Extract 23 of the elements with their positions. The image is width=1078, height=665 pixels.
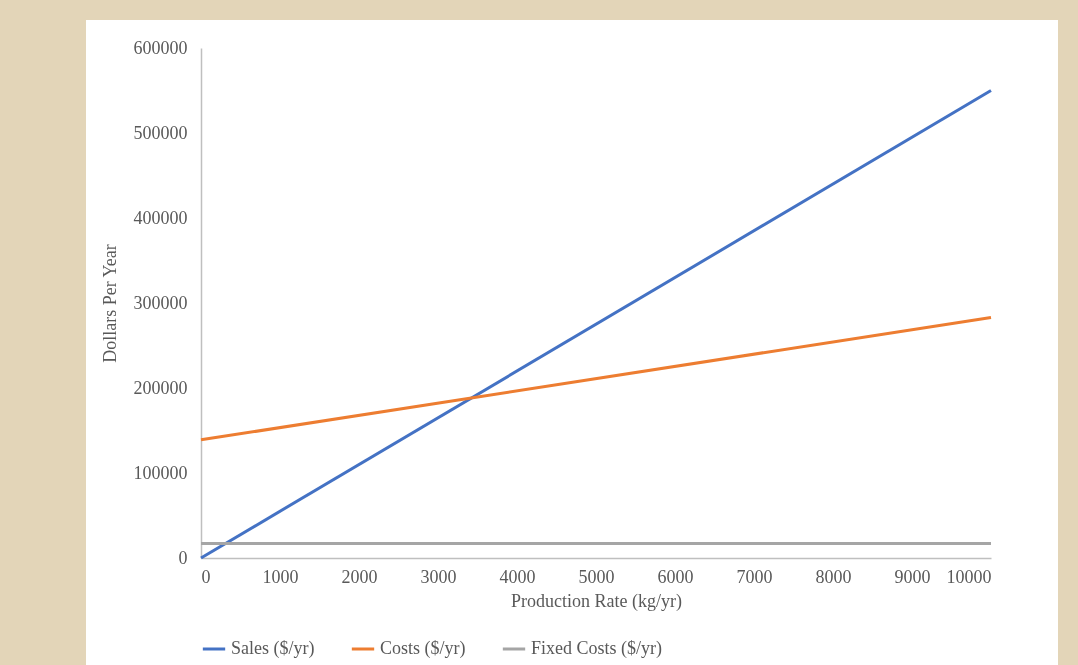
y-axis-title: Dollars Per Year xyxy=(99,244,120,363)
x-tick-label: 10000 xyxy=(946,566,992,587)
x-tick-label: 0 xyxy=(201,566,211,587)
y-tick-label: 600000 xyxy=(133,37,188,58)
x-tick-label: 2000 xyxy=(341,566,378,587)
x-tick-label: 9000 xyxy=(894,566,931,587)
x-tick-label: 8000 xyxy=(815,566,852,587)
legend-label: Fixed Costs ($/yr) xyxy=(531,638,663,659)
x-tick-label: 7000 xyxy=(736,566,773,587)
y-tick-label: 400000 xyxy=(133,207,188,228)
x-tick-label: 5000 xyxy=(578,566,615,587)
y-tick-label: 200000 xyxy=(133,377,188,398)
x-tick-label: 4000 xyxy=(499,566,536,587)
legend-label: Sales ($/yr) xyxy=(231,638,315,659)
x-tick-label: 6000 xyxy=(657,566,694,587)
legend-label: Costs ($/yr) xyxy=(380,638,466,659)
y-tick-label: 0 xyxy=(178,547,188,568)
y-tick-label: 100000 xyxy=(133,462,188,483)
x-tick-label: 1000 xyxy=(262,566,299,587)
y-tick-label: 500000 xyxy=(133,122,188,143)
x-axis-title: Production Rate (kg/yr) xyxy=(511,590,682,612)
y-tick-label: 300000 xyxy=(133,292,188,313)
x-tick-label: 3000 xyxy=(420,566,457,587)
